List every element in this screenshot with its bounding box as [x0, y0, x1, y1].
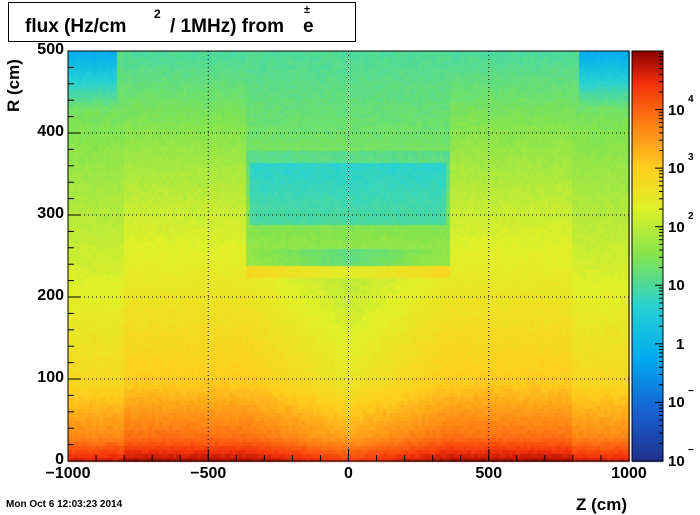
chart-title-prefix: flux (Hz/cm [25, 16, 127, 37]
colorbar-tick-exponent: 4 [688, 93, 694, 105]
x-tick-label: 0 [344, 465, 353, 482]
colorbar-tick-exponent: 2 [688, 210, 694, 222]
y-tick-label: 300 [37, 205, 64, 222]
colorbar-tick-label: 10 [668, 277, 685, 295]
x-axis-title: Z (cm) [576, 495, 627, 514]
x-tick-label: 500 [475, 465, 503, 482]
chart-title-particle-sup: ± [304, 4, 311, 16]
y-tick-label: 0 [55, 451, 64, 468]
colorbar-tick-label: 1 [676, 335, 685, 353]
y-tick-label: 400 [37, 123, 64, 140]
chart-title-box: flux (Hz/cm 2 / 1MHz) from e ± [8, 2, 356, 42]
chart-title-middle: / 1MHz) from [170, 16, 284, 37]
y-axis-title: R (cm) [4, 59, 23, 112]
colorbar-tick-label: 10 [668, 394, 685, 412]
timestamp: Mon Oct 6 12:03:23 2014 [6, 499, 123, 510]
chart-title-exponent: 2 [154, 7, 161, 21]
colorbar-tick-exponent: 3 [688, 152, 694, 164]
colorbar-frame [631, 50, 664, 462]
x-tick-label: −1000 [45, 465, 91, 482]
colorbar-tick-exponent: − [688, 445, 694, 456]
colorbar-tick-label: 10 [668, 453, 685, 470]
colorbar-tick-label: 10 [668, 101, 685, 119]
x-tick-label: −500 [190, 465, 227, 482]
colorbar-tick-label: 10 [668, 218, 685, 236]
x-tick-label: 1000 [611, 465, 647, 482]
chart-title-particle: e [303, 16, 314, 37]
y-tick-label: 100 [37, 369, 64, 386]
colorbar-tick-label: 10 [668, 160, 685, 178]
y-tick-label: 500 [37, 41, 64, 58]
y-tick-label: 200 [37, 287, 64, 304]
colorbar-tick-exponent: − [688, 386, 694, 398]
